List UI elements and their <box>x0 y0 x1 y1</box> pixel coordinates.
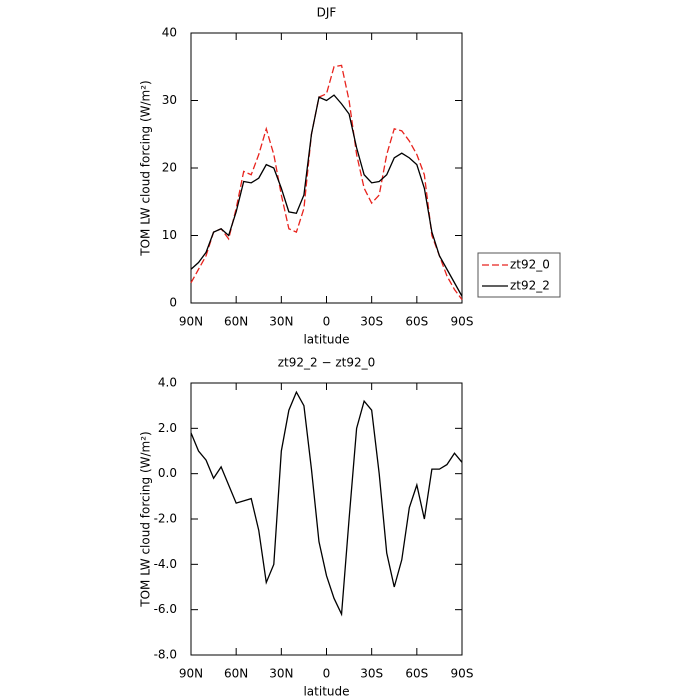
x-axis-label: latitude <box>303 685 349 699</box>
y-tick-label: 0.0 <box>158 466 177 480</box>
y-axis-label: TOM LW cloud forcing (W/m²) <box>139 431 153 608</box>
x-tick-label: 90S <box>451 315 474 329</box>
x-tick-label: 90S <box>451 667 474 681</box>
y-tick-label: -6.0 <box>154 602 177 616</box>
x-tick-label: 0 <box>323 667 331 681</box>
y-tick-label: -8.0 <box>154 648 177 662</box>
y-tick-label: 2.0 <box>158 421 177 435</box>
data-line <box>190 94 463 297</box>
y-tick-label: 0 <box>169 296 177 310</box>
y-axis-label: TOM LW cloud forcing (W/m²) <box>139 80 153 257</box>
y-tick-label: -4.0 <box>154 557 177 571</box>
x-tick-label: 30S <box>360 667 383 681</box>
x-tick-label: 60S <box>405 667 428 681</box>
y-tick-label: 10 <box>162 228 177 242</box>
x-tick-label: 90N <box>179 667 203 681</box>
y-tick-label: -2.0 <box>154 512 177 526</box>
x-tick-label: 0 <box>323 315 331 329</box>
x-tick-label: 60N <box>224 315 248 329</box>
x-tick-label: 60N <box>224 667 248 681</box>
legend-box <box>477 252 561 298</box>
chart-title: DJF <box>317 6 337 20</box>
data-line <box>190 64 463 301</box>
y-tick-label: 4.0 <box>158 376 177 390</box>
x-tick-label: 30S <box>360 315 383 329</box>
x-axis-label: latitude <box>303 333 349 347</box>
data-line <box>190 390 463 617</box>
chart-title: zt92_2 − zt92_0 <box>278 356 376 370</box>
plot-frame <box>190 32 463 304</box>
x-tick-label: 90N <box>179 315 203 329</box>
y-tick-label: 40 <box>162 26 177 40</box>
legend-label: zt92_2 <box>510 279 550 293</box>
y-tick-label: 30 <box>162 93 177 107</box>
y-tick-label: 20 <box>162 161 177 175</box>
plot-frame <box>190 382 463 656</box>
x-tick-label: 30N <box>269 667 293 681</box>
x-tick-label: 30N <box>269 315 293 329</box>
legend-label: zt92_0 <box>510 258 550 272</box>
x-tick-label: 60S <box>405 315 428 329</box>
